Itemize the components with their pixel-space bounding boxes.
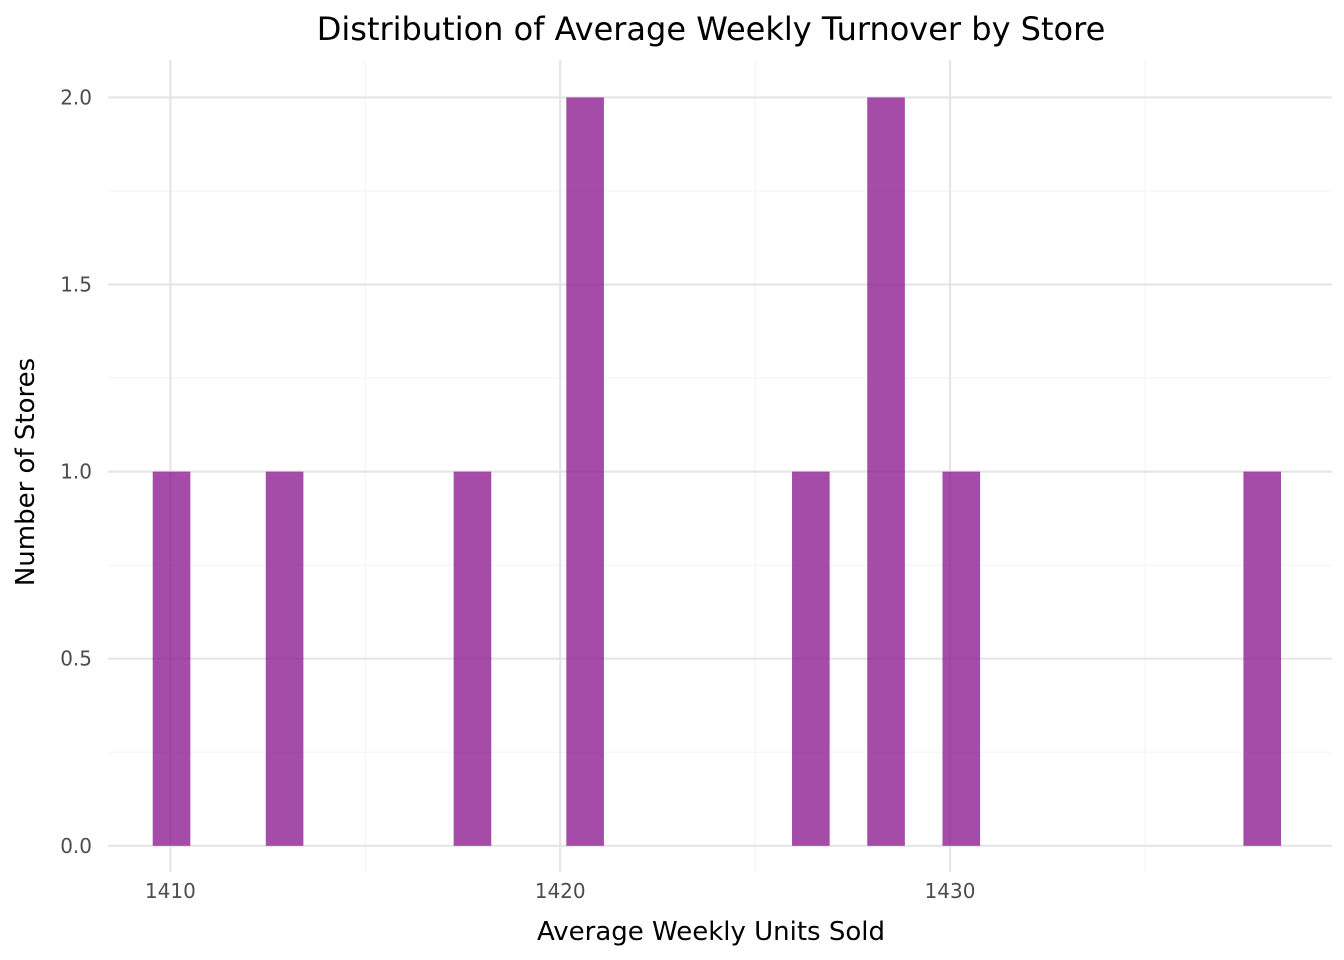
histogram-bar [566,97,604,846]
minor-gridlines [108,60,1332,872]
histogram-bar [867,97,905,846]
histogram-bar [1243,471,1282,846]
y-tick-label: 0.0 [60,834,92,858]
histogram-bar [265,471,304,846]
x-tick-label: 1410 [145,879,196,903]
histogram-bar [942,471,981,846]
y-tick-label: 2.0 [60,85,92,109]
histogram-bars [152,97,1282,846]
histogram-bar [792,471,830,846]
histogram-bar [453,471,492,846]
y-axis-ticks: 0.0 0.5 1.0 1.5 2.0 [60,85,92,857]
x-tick-label: 1420 [535,879,586,903]
y-axis-title: Number of Stores [11,358,41,586]
x-axis-title: Average Weekly Units Sold [537,917,885,947]
y-tick-label: 1.0 [60,460,92,484]
y-tick-label: 1.5 [60,273,92,297]
chart-title: Distribution of Average Weekly Turnover … [317,10,1106,48]
histogram-bar [152,471,191,846]
y-tick-label: 0.5 [60,647,92,671]
x-tick-label: 1430 [925,879,976,903]
x-axis-ticks: 1410 1420 1430 [145,879,976,903]
